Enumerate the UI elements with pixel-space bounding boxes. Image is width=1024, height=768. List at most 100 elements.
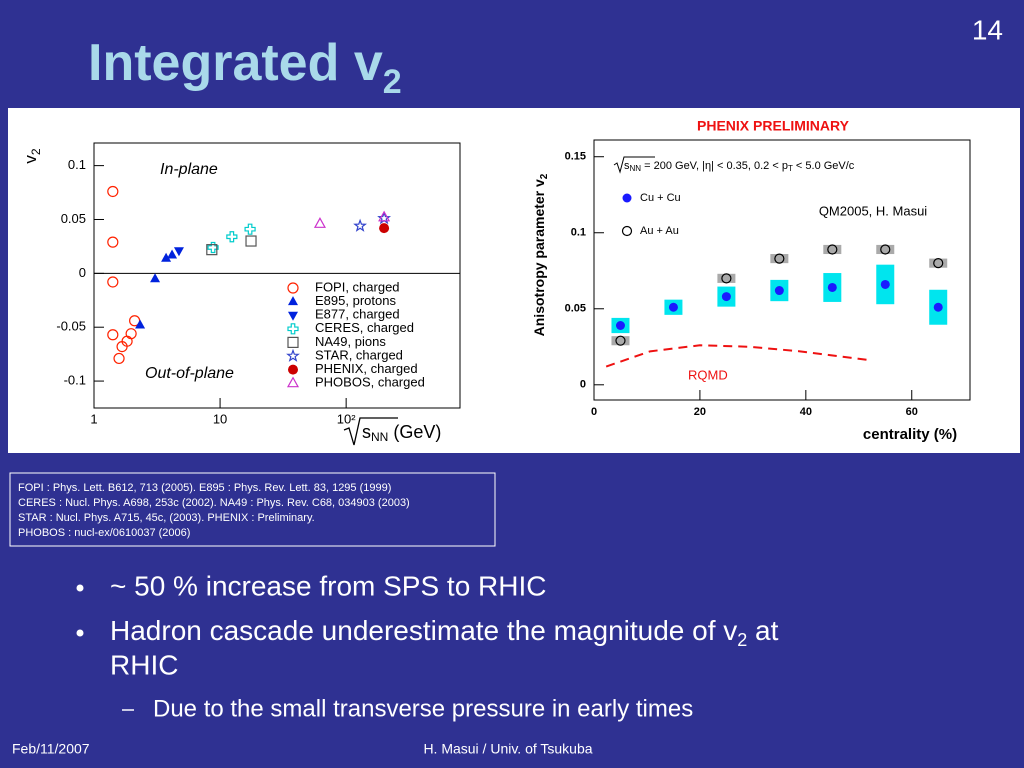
- x-tick-label: 40: [800, 406, 812, 418]
- legend-label: FOPI, charged: [315, 279, 400, 294]
- marker: [287, 282, 299, 294]
- marker: [774, 253, 785, 264]
- marker: [288, 311, 298, 321]
- footer-author: H. Masui / Univ. of Tsukuba: [423, 741, 592, 757]
- cond-part: s: [624, 160, 630, 172]
- marker: [107, 185, 119, 198]
- reference-box: [9, 472, 496, 547]
- chart: 0.1 0.05 0 -0.05 -0.1 1 10 10² v2 sNN (GeV) In-plan…: [21, 142, 461, 446]
- y-tick-label: 0.15: [565, 151, 586, 163]
- chart: 0 0.05 0.1 0.15 0 20 40 60 PHENIX PRELIMINARY sNN…: [531, 118, 971, 443]
- y-tick-label: -0.1: [64, 373, 86, 388]
- cond-sub: T: [788, 164, 793, 173]
- marker: [288, 364, 298, 375]
- cond-part: = 200 GeV, |η| < 0.35, 0.2 < p: [641, 160, 788, 172]
- marker: [173, 247, 184, 257]
- cond-sub: NN: [630, 164, 642, 173]
- annotation: Out-of-plane: [145, 365, 234, 382]
- legend-label: NA49, pions: [315, 334, 386, 349]
- legend-label: E877, charged: [315, 307, 400, 322]
- y-axis-label: v2: [21, 148, 43, 164]
- cond-part: < 5.0 GeV/c: [793, 160, 855, 172]
- marker: [615, 335, 626, 346]
- radical: [343, 417, 398, 446]
- legend-label: CERES, charged: [315, 320, 414, 335]
- legend-label: E895, protons: [315, 293, 396, 308]
- title-sub: 2: [383, 63, 402, 101]
- legend-label: PHENIX, charged: [315, 361, 418, 376]
- x-tick-label: 1: [90, 411, 97, 426]
- systematic-box: [823, 244, 842, 255]
- y-tick-label: 0.1: [68, 157, 86, 172]
- marker: [286, 348, 300, 362]
- systematic-box: [770, 254, 789, 264]
- sub-bullet-text: Due to the small transverse pressure in …: [153, 695, 693, 722]
- bullet-part: at: [747, 615, 778, 646]
- radical: [613, 156, 655, 174]
- page-number: 14: [972, 14, 1003, 45]
- marker: [135, 319, 146, 329]
- annotation: QM2005, H. Masui: [819, 203, 927, 218]
- condition: sNN = 200 GeV, |η| < 0.35, 0.2 < pT < 5.…: [624, 160, 855, 173]
- marker: [244, 223, 256, 235]
- systematic-box: [876, 244, 895, 255]
- y-tick-label: 0: [580, 379, 586, 391]
- y-tick-label: 0.1: [571, 227, 586, 239]
- marker: [933, 302, 943, 312]
- marker: [827, 282, 837, 292]
- marker: [287, 323, 299, 335]
- marker: [107, 236, 119, 248]
- x-tick-label: 10: [213, 411, 227, 426]
- y-label-text: Anisotropy parameter v: [531, 179, 547, 336]
- systematic-box: [929, 258, 948, 268]
- reference-line: STAR : Nucl. Phys. A715, 45c, (2003). PH…: [18, 512, 315, 524]
- y-tick-label: -0.05: [56, 319, 86, 334]
- marker: [621, 225, 633, 237]
- x-label-sub: NN: [371, 430, 388, 444]
- x-tick-label: 0: [591, 406, 597, 418]
- annotation: In-plane: [160, 161, 218, 178]
- marker: [206, 244, 218, 256]
- marker: [880, 244, 891, 255]
- bullet-text: Hadron cascade underestimate the magnitu…: [110, 615, 779, 649]
- x-label-s: s: [362, 422, 371, 442]
- slide-title: Integrated v2: [88, 34, 402, 101]
- marker: [107, 329, 119, 341]
- x-axis-label: sNN (GeV): [362, 422, 441, 444]
- marker: [286, 376, 300, 388]
- legend-label: STAR, charged: [315, 347, 403, 362]
- marker: [245, 235, 257, 247]
- y-tick-label: 0.05: [61, 211, 86, 226]
- bullet-part: Hadron cascade underestimate the magnitu…: [110, 615, 737, 646]
- x-label-unit: (GeV): [393, 422, 441, 442]
- marker: [353, 218, 368, 232]
- y-label-sub: 2: [29, 148, 43, 155]
- x-tick-label: 10²: [337, 411, 356, 426]
- footer-date: Feb/11/2007: [12, 741, 90, 757]
- x-tick-label: 20: [694, 406, 706, 418]
- plot-frame: [93, 142, 461, 409]
- y-label-sub: 2: [539, 173, 550, 179]
- systematic-box: [717, 273, 736, 283]
- marker: [379, 223, 390, 234]
- x-axis-label: centrality (%): [863, 426, 957, 443]
- plot-frame: [593, 139, 971, 401]
- marker: [161, 252, 172, 262]
- bullet: [76, 629, 84, 637]
- marker: [378, 210, 391, 222]
- marker: [721, 292, 731, 302]
- marker: [774, 286, 784, 296]
- bullet-sub: 2: [737, 630, 747, 650]
- references: FOPI : Phys. Lett. B612, 713 (2005). E89…: [18, 482, 410, 539]
- marker: [207, 241, 219, 254]
- line-label: RQMD: [688, 367, 728, 382]
- marker: [113, 352, 125, 365]
- marker: [150, 273, 161, 283]
- x-tick-label: 60: [906, 406, 918, 418]
- marker: [313, 217, 326, 228]
- marker: [107, 276, 119, 288]
- legend-label: PHOBOS, charged: [315, 375, 425, 390]
- marker: [167, 249, 178, 259]
